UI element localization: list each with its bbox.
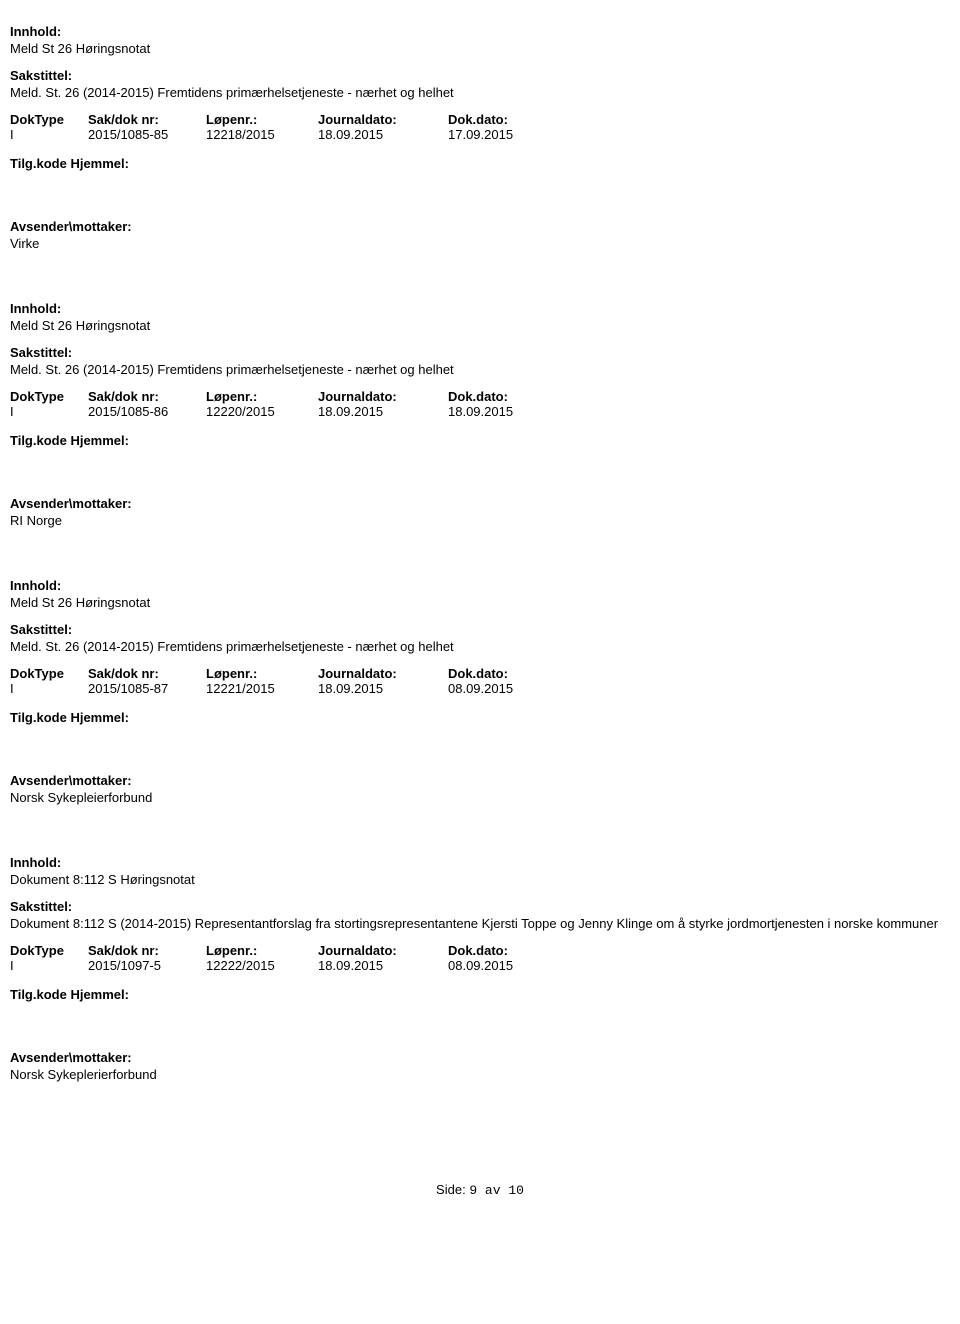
col-lopenr-header: Løpenr.: [206,112,318,127]
col-sakdok-header: Sak/dok nr: [88,943,206,958]
col-journaldato-header: Journaldato: [318,389,448,404]
avsender-label: Avsender\mottaker: [10,773,950,788]
lopenr-value: 12220/2015 [206,404,318,419]
avsender-value: Virke [10,236,950,251]
col-dokdato-header: Dok.dato: [448,943,558,958]
sakstittel-label: Sakstittel: [10,68,950,83]
innhold-value: Meld St 26 Høringsnotat [10,41,950,56]
journaldato-value: 18.09.2015 [318,681,448,696]
avsender-value: Norsk Sykeplerierforbund [10,1067,950,1082]
page-footer: Side: 9 av 10 [10,1182,950,1198]
sakstittel-label: Sakstittel: [10,622,950,637]
doktype-value: I [10,404,88,419]
table-row: I2015/1085-8512218/201518.09.201517.09.2… [10,127,950,142]
tilgkode-hjemmel: Tilg.kode Hjemmel: [10,433,950,448]
innhold-label: Innhold: [10,301,950,316]
innhold-label: Innhold: [10,24,950,39]
col-sakdok-header: Sak/dok nr: [88,389,206,404]
col-dokdato-header: Dok.dato: [448,666,558,681]
sakstittel-value: Meld. St. 26 (2014-2015) Fremtidens prim… [10,639,950,654]
sakstittel-value: Meld. St. 26 (2014-2015) Fremtidens prim… [10,362,950,377]
sakstittel-label: Sakstittel: [10,899,950,914]
doktype-value: I [10,681,88,696]
sakdok-value: 2015/1085-86 [88,404,206,419]
col-doktype-header: DokType [10,389,88,404]
col-doktype-header: DokType [10,112,88,127]
avsender-label: Avsender\mottaker: [10,496,950,511]
record: Innhold: Meld St 26 Høringsnotat Sakstitte… [10,578,950,805]
col-doktype-header: DokType [10,943,88,958]
sakstittel-label: Sakstittel: [10,345,950,360]
record: Innhold: Meld St 26 Høringsnotat Sakstitte… [10,24,950,251]
tilgkode-label: Tilg.kode [10,156,67,171]
journaldato-value: 18.09.2015 [318,958,448,973]
tilgkode-hjemmel: Tilg.kode Hjemmel: [10,710,950,725]
dokdato-value: 08.09.2015 [448,681,558,696]
tilgkode-label: Tilg.kode [10,710,67,725]
sender-block: Avsender\mottaker: Norsk Sykepleierforbun… [10,773,950,805]
sakdok-value: 2015/1085-85 [88,127,206,142]
col-journaldato-header: Journaldato: [318,666,448,681]
tilgkode-hjemmel: Tilg.kode Hjemmel: [10,156,950,171]
avsender-label: Avsender\mottaker: [10,219,950,234]
avsender-value: RI Norge [10,513,950,528]
tilgkode-label: Tilg.kode [10,987,67,1002]
table-row: I2015/1097-512222/201518.09.201508.09.20… [10,958,950,973]
col-lopenr-header: Løpenr.: [206,389,318,404]
journaldato-value: 18.09.2015 [318,404,448,419]
col-journaldato-header: Journaldato: [318,943,448,958]
doktype-value: I [10,958,88,973]
sender-block: Avsender\mottaker: RI Norge [10,496,950,528]
table-header: DokTypeSak/dok nr:Løpenr.:Journaldato:Do… [10,389,950,404]
table-header: DokTypeSak/dok nr:Løpenr.:Journaldato:Do… [10,943,950,958]
hjemmel-label: Hjemmel: [70,710,129,725]
record: Innhold: Dokument 8:112 S Høringsnotat Sak… [10,855,950,1082]
hjemmel-label: Hjemmel: [70,433,129,448]
side-label: Side: [436,1182,466,1197]
table-header: DokTypeSak/dok nr:Løpenr.:Journaldato:Do… [10,112,950,127]
dokdato-value: 08.09.2015 [448,958,558,973]
col-lopenr-header: Løpenr.: [206,943,318,958]
dokdato-value: 17.09.2015 [448,127,558,142]
page-current: 9 [469,1183,477,1198]
hjemmel-label: Hjemmel: [70,987,129,1002]
col-dokdato-header: Dok.dato: [448,112,558,127]
sakstittel-value: Dokument 8:112 S (2014-2015) Representan… [10,916,950,931]
col-dokdato-header: Dok.dato: [448,389,558,404]
doktype-value: I [10,127,88,142]
avsender-label: Avsender\mottaker: [10,1050,950,1065]
innhold-label: Innhold: [10,855,950,870]
sakstittel-value: Meld. St. 26 (2014-2015) Fremtidens prim… [10,85,950,100]
innhold-value: Dokument 8:112 S Høringsnotat [10,872,950,887]
tilgkode-hjemmel: Tilg.kode Hjemmel: [10,987,950,1002]
innhold-value: Meld St 26 Høringsnotat [10,318,950,333]
lopenr-value: 12218/2015 [206,127,318,142]
sakdok-value: 2015/1085-87 [88,681,206,696]
dokdato-value: 18.09.2015 [448,404,558,419]
innhold-label: Innhold: [10,578,950,593]
col-doktype-header: DokType [10,666,88,681]
lopenr-value: 12222/2015 [206,958,318,973]
sender-block: Avsender\mottaker: Virke [10,219,950,251]
page-total: 10 [508,1183,524,1198]
sender-block: Avsender\mottaker: Norsk Sykeplerierforbu… [10,1050,950,1082]
table-row: I2015/1085-8712221/201518.09.201508.09.2… [10,681,950,696]
sakdok-value: 2015/1097-5 [88,958,206,973]
tilgkode-label: Tilg.kode [10,433,67,448]
innhold-value: Meld St 26 Høringsnotat [10,595,950,610]
hjemmel-label: Hjemmel: [70,156,129,171]
table-row: I2015/1085-8612220/201518.09.201518.09.2… [10,404,950,419]
avsender-value: Norsk Sykepleierforbund [10,790,950,805]
record: Innhold: Meld St 26 Høringsnotat Sakstitte… [10,301,950,528]
col-journaldato-header: Journaldato: [318,112,448,127]
page-sep: av [477,1183,508,1198]
lopenr-value: 12221/2015 [206,681,318,696]
table-header: DokTypeSak/dok nr:Løpenr.:Journaldato:Do… [10,666,950,681]
journaldato-value: 18.09.2015 [318,127,448,142]
col-sakdok-header: Sak/dok nr: [88,112,206,127]
col-lopenr-header: Løpenr.: [206,666,318,681]
col-sakdok-header: Sak/dok nr: [88,666,206,681]
